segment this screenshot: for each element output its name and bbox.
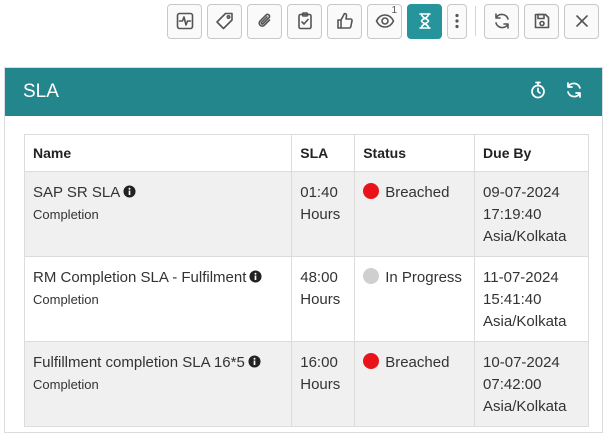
due-time: 07:42:00 [483, 376, 542, 393]
info-icon[interactable] [249, 270, 262, 283]
sla-duration: 01:40 [300, 184, 338, 201]
sla-name: Fulfillment completion SLA 16*5 [33, 354, 245, 371]
tag-button[interactable] [207, 3, 242, 39]
timer-icon [531, 81, 545, 98]
sla-panel-header: SLA [5, 68, 602, 116]
due-time: 17:19:40 [483, 206, 542, 223]
sla-table: Name SLA Status Due By SAP SR SLA Comple… [23, 134, 589, 427]
column-header-status: Status [354, 134, 476, 172]
due-by-cell: 10-07-2024 07:42:00 Asia/Kolkata [474, 341, 589, 427]
due-by-cell: 11-07-2024 15:41:40 Asia/Kolkata [474, 256, 589, 342]
panel-actions [528, 80, 584, 105]
attachment-button[interactable] [247, 3, 282, 39]
sla-type: Completion [33, 207, 99, 222]
activity-icon [176, 12, 193, 30]
approve-button[interactable] [327, 3, 362, 39]
status-breached-dot [363, 353, 380, 369]
sla-unit: Hours [300, 291, 341, 308]
column-header-sla: SLA [291, 134, 356, 172]
sla-name-cell: SAP SR SLA Completion [23, 171, 293, 257]
column-header-name: Name [23, 134, 293, 172]
save-button[interactable] [524, 3, 559, 39]
watchers-button[interactable]: 1 [367, 3, 402, 39]
refresh-icon [567, 81, 581, 98]
checklist-button[interactable] [287, 3, 322, 39]
sla-unit: Hours [300, 376, 341, 393]
sla-status-cell: In Progress [354, 256, 476, 342]
info-icon[interactable] [123, 185, 136, 198]
more-options-button[interactable] [447, 3, 467, 39]
tag-icon [215, 12, 233, 30]
sla-type: Completion [33, 292, 99, 307]
due-by-cell: 09-07-2024 17:19:40 Asia/Kolkata [474, 171, 589, 257]
kebab-menu-icon [455, 13, 459, 29]
sla-timer-button[interactable] [528, 80, 548, 105]
activity-button[interactable] [167, 3, 202, 39]
record-toolbar: 1 [162, 3, 599, 39]
due-timezone: Asia/Kolkata [483, 398, 567, 415]
thumbs-up-icon [336, 12, 353, 29]
sla-status-cell: Breached [354, 171, 476, 257]
sla-unit: Hours [300, 206, 341, 223]
status-text: Breached [385, 184, 450, 201]
info-icon[interactable] [248, 355, 261, 368]
sla-duration-cell: 01:40 Hours [291, 171, 356, 257]
sla-duration: 16:00 [300, 354, 338, 371]
panel-title: SLA [23, 81, 59, 102]
sla-name: RM Completion SLA - Fulfilment [33, 269, 247, 286]
due-date: 10-07-2024 [483, 354, 560, 371]
due-timezone: Asia/Kolkata [483, 228, 567, 245]
sla-duration-cell: 16:00 Hours [291, 341, 356, 427]
due-date: 09-07-2024 [483, 184, 560, 201]
sla-refresh-button[interactable] [564, 80, 584, 105]
sla-name-cell: Fulfillment completion SLA 16*5 Completi… [23, 341, 293, 427]
watchers-count-badge: 1 [391, 4, 397, 16]
status-breached-dot [363, 183, 380, 199]
toolbar-divider [475, 6, 476, 36]
due-time: 15:41:40 [483, 291, 542, 308]
clipboard-check-icon [297, 12, 312, 30]
refresh-button[interactable] [484, 3, 519, 39]
paperclip-icon [257, 13, 270, 27]
sla-name: SAP SR SLA [33, 184, 121, 201]
sla-duration-cell: 48:00 Hours [291, 256, 356, 342]
table-header-row: Name SLA Status Due By [23, 134, 589, 172]
hourglass-icon [418, 13, 431, 29]
status-text: Breached [385, 354, 450, 371]
close-button[interactable] [564, 3, 599, 39]
sla-status-cell: Breached [354, 341, 476, 427]
sla-duration: 48:00 [300, 269, 338, 286]
sla-name-cell: RM Completion SLA - Fulfilment Completio… [23, 256, 293, 342]
status-in-progress-dot [363, 268, 380, 284]
save-icon [534, 13, 549, 29]
sla-type: Completion [33, 377, 99, 392]
refresh-icon [494, 13, 509, 29]
column-header-due-by: Due By [474, 134, 589, 172]
sla-panel: SLA Name SLA Status Due By SAP SR [4, 67, 603, 433]
due-date: 11-07-2024 [483, 269, 559, 286]
table-row: Fulfillment completion SLA 16*5 Completi… [23, 341, 589, 427]
close-icon [575, 15, 588, 27]
due-timezone: Asia/Kolkata [483, 313, 567, 330]
status-text: In Progress [385, 269, 462, 286]
eye-icon [375, 14, 394, 28]
sla-button[interactable] [407, 3, 442, 39]
table-row: SAP SR SLA Completion 01:40 Hours Breach… [23, 171, 589, 257]
table-row: RM Completion SLA - Fulfilment Completio… [23, 256, 589, 342]
